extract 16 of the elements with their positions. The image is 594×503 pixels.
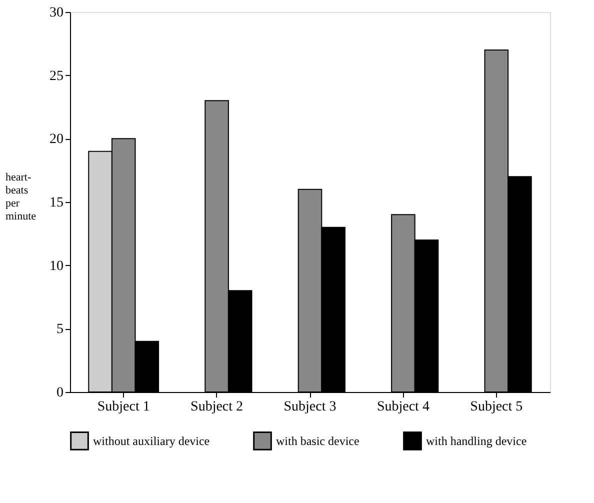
y-tick-label: 10 (50, 258, 64, 274)
legend-label: with basic device (276, 434, 360, 448)
x-tick-label: Subject 4 (376, 400, 430, 414)
legend-label: with handling device (426, 434, 527, 448)
y-tick-label: 25 (50, 68, 64, 84)
y-tick-label: 5 (56, 322, 64, 338)
y-axis-title: heart-beats per minute (6, 172, 36, 222)
y-tick-label: 0 (56, 386, 64, 400)
x-tick-label: Subject 1 (97, 400, 150, 414)
legend-label: without auxiliary device (93, 434, 210, 448)
y-tick-label: 20 (50, 132, 64, 148)
x-tick-label: Subject 2 (190, 400, 244, 414)
y-tick-label: 15 (50, 196, 64, 210)
y-tick-label: 30 (50, 6, 64, 20)
x-tick-label: Subject 5 (470, 400, 523, 414)
x-tick-label: Subject 3 (284, 400, 336, 414)
